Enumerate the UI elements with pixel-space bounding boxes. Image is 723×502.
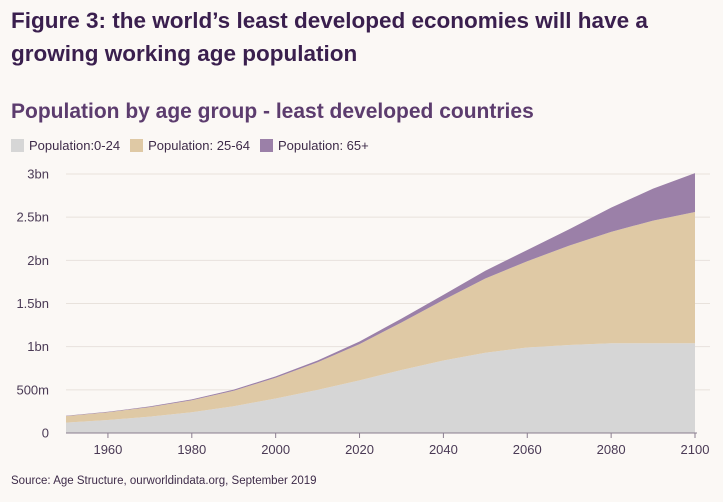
y-tick-label: 500m	[16, 382, 49, 397]
legend-item-0-24: Population:0-24	[11, 138, 120, 153]
x-tick-label: 1980	[177, 442, 206, 457]
y-tick-label: 2bn	[27, 253, 49, 268]
x-tick-label: 1960	[93, 442, 122, 457]
figure-title: Figure 3: the world’s least developed ec…	[11, 8, 648, 66]
y-tick-label: 0	[42, 426, 49, 441]
legend-item-65-plus: Population: 65+	[260, 138, 369, 153]
legend-swatch-25-64	[130, 138, 144, 152]
y-tick-label: 1bn	[27, 339, 49, 354]
legend-label-25-64: Population: 25-64	[148, 137, 250, 153]
x-tick-label: 2100	[681, 442, 710, 457]
x-tick-label: 2080	[597, 442, 626, 457]
x-tick-label: 2040	[429, 442, 458, 457]
y-tick-label: 3bn	[27, 167, 49, 182]
x-tick-label: 2020	[345, 442, 374, 457]
legend-swatch-65-plus	[260, 138, 273, 152]
legend-item-25-64: Population: 25-64	[130, 138, 250, 153]
legend-label-65-plus: Population: 65+	[278, 137, 369, 153]
area-chart: 0 500m 1bn 1.5bn 2bn 2.5bn 3bn 1960 1980 2000 2020…	[16, 167, 710, 458]
source-note: Source: Age Structure, ourworldindata.or…	[11, 475, 317, 487]
area-series-0	[66, 343, 695, 433]
area-series-1	[66, 211, 695, 423]
area-layer	[66, 173, 695, 433]
legend: Population:0-24 Population: 25-64 Popula…	[11, 136, 379, 154]
y-tick-label: 1.5bn	[16, 296, 49, 311]
axis-layer: 0 500m 1bn 1.5bn 2bn 2.5bn 3bn 1960 1980 2000 2020…	[16, 167, 709, 458]
x-tick-label: 2000	[261, 442, 290, 457]
legend-swatch-0-24	[11, 138, 24, 152]
legend-label-0-24: Population:0-24	[29, 137, 121, 153]
chart-title: Population by age group - least develope…	[11, 100, 534, 123]
x-tick-label: 2060	[513, 442, 542, 457]
y-tick-label: 2.5bn	[16, 210, 49, 225]
